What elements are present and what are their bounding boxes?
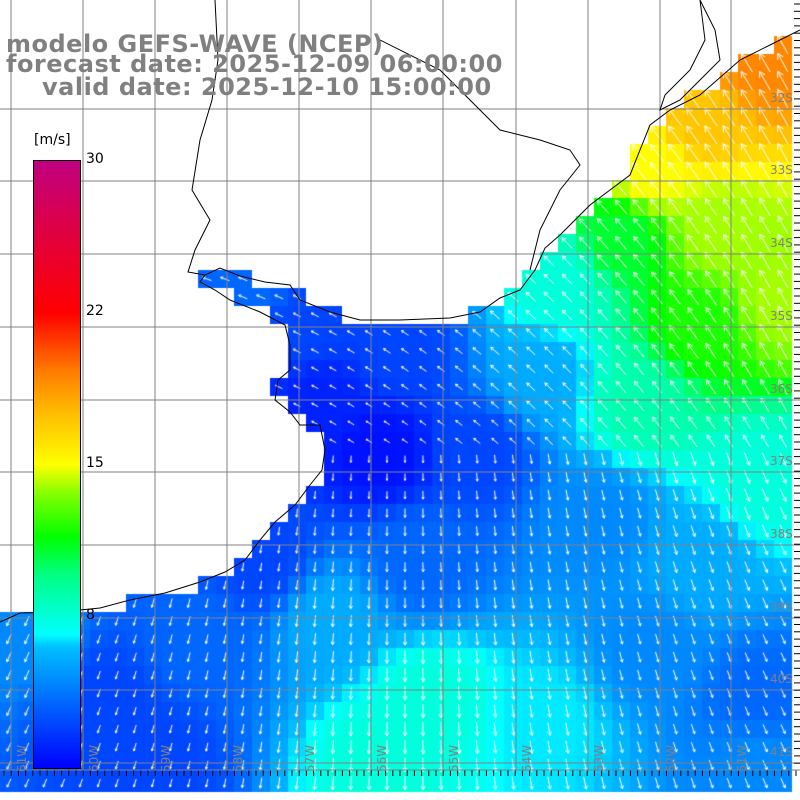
lat-lon-grid <box>0 0 800 776</box>
lon-label: 60W <box>87 744 101 772</box>
valid-date: valid date: 2025-12-10 15:00:00 <box>42 73 492 101</box>
border-line <box>187 0 219 276</box>
lagoon-outline <box>659 0 721 111</box>
lon-label: 61W <box>15 744 29 772</box>
lon-label: 59W <box>159 744 173 772</box>
border-line <box>379 39 581 271</box>
lon-label: 58W <box>231 744 245 772</box>
lat-label: 35S <box>770 309 793 323</box>
colorbar-tick-30: 30 <box>86 151 104 167</box>
lon-label: 54W <box>520 744 534 772</box>
lat-label: 39S <box>770 600 793 614</box>
lon-label: 51W <box>735 744 749 772</box>
lat-label: 38S <box>770 527 793 541</box>
lon-label: 57W <box>303 744 317 772</box>
lat-label: 41S <box>770 745 793 759</box>
lat-label: 34S <box>770 236 793 250</box>
lon-label: 53W <box>592 744 606 772</box>
lat-label: 36S <box>770 382 793 396</box>
colorbar-tick-22: 22 <box>86 303 104 319</box>
lat-label: 40S <box>770 672 793 686</box>
colorbar-unit: [m/s] <box>34 132 71 148</box>
lon-label: 52W <box>664 744 678 772</box>
lat-label: 33S <box>770 163 793 177</box>
colorbar-tick-8: 8 <box>86 607 95 623</box>
colorbar-tick-15: 15 <box>86 455 104 471</box>
colorbar <box>33 160 81 769</box>
lat-label: 37S <box>770 454 793 468</box>
lon-label: 55W <box>447 744 461 772</box>
forecast-date: forecast date: 2025-12-09 06:00:00 <box>6 50 503 78</box>
coastline <box>0 29 800 623</box>
model-title: modelo GEFS-WAVE (NCEP) <box>6 30 384 58</box>
lat-label: 32S <box>770 91 793 105</box>
lon-label: 56W <box>375 744 389 772</box>
